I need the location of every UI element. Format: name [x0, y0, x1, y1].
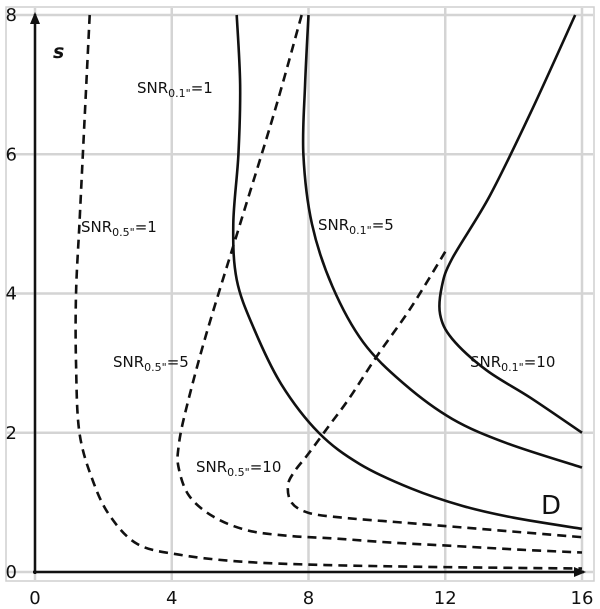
curve-label-subscript: 0.1" [349, 224, 372, 237]
curve-label-value: =5 [372, 216, 394, 234]
curve-label-base: SNR [81, 218, 112, 236]
x-tick-label-0: 0 [29, 588, 40, 609]
x-tick-label-2: 8 [303, 588, 314, 609]
curve-label-subscript: 0.1" [168, 87, 191, 100]
curve-label-base: SNR [318, 216, 349, 234]
curve-label-base: SNR [470, 353, 501, 371]
curve-snr0-1-5 [301, 14, 583, 469]
curve-label-value: =1 [135, 218, 157, 236]
curve-label-subscript: 0.5" [112, 226, 135, 239]
region-label: D [541, 491, 561, 521]
curve-label-subscript: 0.1" [501, 361, 524, 374]
curve-label-snr0-5-10: SNR0.5"=10 [196, 458, 281, 479]
curve-label-snr0-1-1: SNR0.1"=1 [137, 79, 213, 100]
curve-snr0-1-1 [231, 14, 583, 531]
y-tick-label-2: 4 [6, 284, 17, 305]
x-tick-label-3: 12 [434, 588, 457, 609]
curve-label-snr0-1-10: SNR0.1"=10 [470, 353, 555, 374]
curve-label-subscript: 0.5" [144, 361, 167, 374]
curve-label-subscript: 0.5" [227, 466, 250, 479]
curve-label-base: SNR [196, 458, 227, 476]
curve-label-value: =5 [167, 353, 189, 371]
plot-frame [5, 6, 595, 582]
curve-label-snr0-1-5: SNR0.1"=5 [318, 216, 394, 237]
curve-label-value: =10 [250, 458, 282, 476]
curve-snr0-1-10 [438, 14, 583, 434]
curve-label-snr0-5-1: SNR0.5"=1 [81, 218, 157, 239]
y-tick-label-1: 2 [6, 423, 17, 444]
curve-label-base: SNR [137, 79, 168, 97]
y-tick-label-3: 6 [6, 144, 17, 165]
y-tick-label-0: 0 [6, 562, 17, 583]
x-tick-label-4: 16 [571, 588, 594, 609]
curve-snr0-5-1 [74, 14, 583, 570]
curve-label-snr0-5-5: SNR0.5"=5 [113, 353, 189, 374]
curve-label-value: =1 [191, 79, 213, 97]
curve-label-value: =10 [524, 353, 556, 371]
curve-snr0-5-5 [176, 14, 583, 554]
curve-label-base: SNR [113, 353, 144, 371]
y-tick-label-4: 8 [6, 5, 17, 26]
y-axis-title: s [53, 41, 64, 63]
curve-snr0-5-10 [286, 251, 583, 539]
x-tick-label-1: 4 [166, 588, 177, 609]
